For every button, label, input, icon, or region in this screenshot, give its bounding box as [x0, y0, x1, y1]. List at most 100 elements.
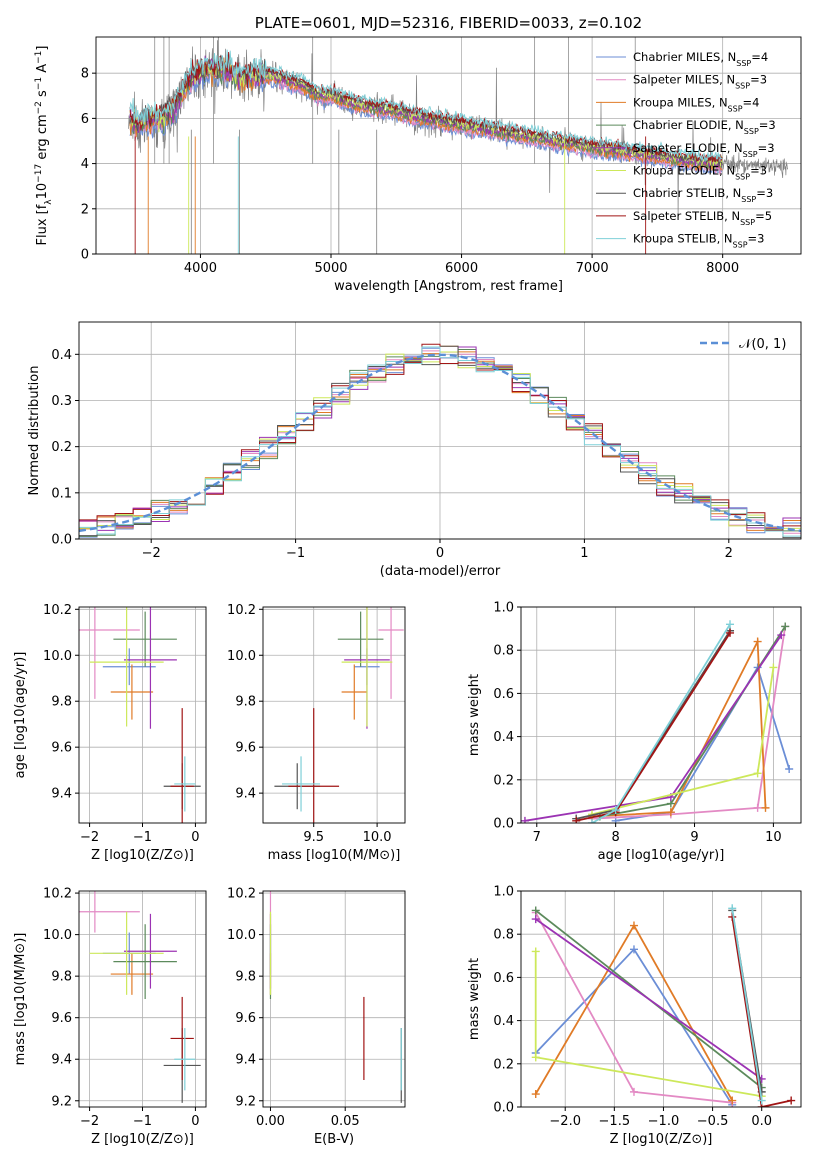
- normal-curve: [79, 353, 801, 533]
- y-axis-label: mass weight: [467, 674, 482, 756]
- plot-area: [79, 607, 201, 823]
- axes-frame: [95, 36, 802, 255]
- x-tick-label: 6000: [445, 261, 478, 276]
- x-tick-label: 10: [765, 830, 782, 845]
- y-axis-label-part: −1: [34, 77, 44, 90]
- legend-entry-kroupa_stelib: Kroupa STELIB, NSSP=3: [633, 232, 764, 250]
- legend-entry-chabrier_elodie: Chabrier ELODIE, NSSP=3: [633, 118, 776, 136]
- x-tick-label: 8000: [706, 261, 739, 276]
- y-tick-label: 9.8: [235, 970, 256, 985]
- x-tick-label: 0: [191, 1114, 199, 1129]
- x-tick-label: 8: [612, 830, 620, 845]
- x-tick-label: 0.00: [256, 1114, 285, 1129]
- legend-nssp: =4: [743, 95, 760, 109]
- y-tick-label: 0.2: [51, 440, 72, 455]
- weight-line-salpeter_elodie: [524, 634, 783, 822]
- weight-marker-salpeter_elodie: [521, 816, 529, 823]
- ticks: −2 −1 0 1 2 0.0 0.1 0.2 0.3 0.4: [51, 348, 733, 561]
- y-tick-label: 0.0: [493, 1101, 514, 1116]
- weight-marker-salpeter_miles: [753, 803, 762, 812]
- panel-age_vs_mass: 9.5 10.0 9.4 9.6 9.8 10.0 10.2 mass [log10(M/M⊙…: [227, 603, 406, 863]
- x-tick-label: −1: [286, 546, 305, 561]
- legend-nssp: =3: [758, 141, 775, 155]
- y-tick-label: 0.2: [493, 773, 514, 788]
- legend-name: Chabrier STELIB, N: [633, 186, 741, 200]
- axes-frame: [520, 606, 802, 824]
- y-tick-label: 9.2: [235, 1094, 256, 1109]
- weight-marker-kroupa_miles: [666, 808, 675, 817]
- legend-sub: SSP: [736, 59, 751, 68]
- y-tick-label: 0.0: [51, 533, 72, 548]
- x-tick-label: 0.0: [751, 1114, 772, 1129]
- y-tick-label: 9.6: [235, 741, 256, 756]
- model-spectrum-kroupa_stelib: [129, 49, 723, 162]
- legend-entry-normal: 𝒩(0, 1): [739, 337, 786, 352]
- weight-line-kroupa_stelib: [731, 908, 763, 1101]
- weight-marker-kroupa_miles: [761, 803, 770, 812]
- legend-name: Salpeter ELODIE, N: [633, 141, 743, 155]
- y-tick-label: 0.1: [51, 486, 72, 501]
- plot-area: [521, 620, 794, 823]
- legend-nssp: =4: [751, 50, 768, 64]
- legend-name: Kroupa MILES, N: [633, 95, 728, 109]
- legend-name: Chabrier MILES, N: [633, 50, 736, 64]
- x-tick-label: −1: [133, 1114, 152, 1129]
- legend-entry-salpeter_stelib: Salpeter STELIB, NSSP=5: [633, 209, 772, 227]
- weight-marker-kroupa_miles: [728, 1096, 737, 1105]
- y-tick-label: 0.4: [493, 1014, 514, 1029]
- x-axis-label: E(B-V): [314, 1132, 354, 1147]
- legend-entry-salpeter_miles: Salpeter MILES, NSSP=3: [633, 73, 767, 91]
- grid: [521, 606, 801, 824]
- panel-weight_vs_age: 7 8 9 10 0.0 0.2 0.4 0.6 0.8 1.0 age [log10(age/yr…: [467, 601, 802, 863]
- y-axis-label: mass weight: [467, 958, 482, 1040]
- x-tick-label: 2: [725, 546, 733, 561]
- y-axis-label-part: ]: [35, 46, 50, 51]
- legend-nssp: =5: [755, 209, 772, 223]
- weight-line-salpeter_stelib: [731, 916, 792, 1107]
- legend-sub: SSP: [733, 240, 748, 249]
- y-tick-label: 10.0: [227, 928, 256, 943]
- y-axis-label: Normed distribution: [27, 366, 42, 496]
- y-axis-label-part: λ: [44, 199, 54, 205]
- y-axis-label-part: 10: [35, 183, 50, 200]
- y-tick-label: 1.0: [493, 601, 514, 616]
- y-tick-label: 1.0: [493, 885, 514, 900]
- y-axis-label: Flux [fλ10−17 erg cm−2 s−1 A−1]: [34, 46, 54, 246]
- axes-frame: [78, 321, 802, 540]
- y-tick-label: 10.2: [227, 603, 256, 618]
- y-tick-label: 0.4: [51, 348, 72, 363]
- x-axis-label: Z [log10(Z/Z⊙)]: [91, 1132, 194, 1147]
- y-axis-label-part: −2: [34, 101, 44, 114]
- y-axis-label-part: A: [35, 64, 50, 77]
- y-tick-label: 10.2: [43, 887, 72, 902]
- grid: [79, 607, 206, 823]
- weight-marker-kroupa_elodie: [531, 947, 540, 956]
- y-axis-label: mass [log10(M/M⊙)]: [13, 933, 28, 1066]
- y-tick-label: 9.4: [51, 1053, 72, 1068]
- y-axis-label-part: erg cm: [35, 114, 50, 163]
- legend-nssp: =3: [750, 73, 767, 87]
- weight-line-kroupa_elodie: [591, 667, 775, 816]
- plot-area: [531, 904, 796, 1107]
- legend-sub: SSP: [741, 195, 756, 204]
- weight-marker-kroupa_stelib: [587, 819, 596, 823]
- model-spectrum-salpeter_stelib: [129, 51, 723, 163]
- weight-line-kroupa_stelib: [591, 623, 731, 823]
- x-tick-label: 7000: [576, 261, 609, 276]
- legend-name: Kroupa ELODIE, N: [633, 164, 735, 178]
- x-tick-label: −1.0: [648, 1114, 680, 1129]
- weight-marker-kroupa_elodie: [753, 769, 762, 778]
- plot-area: [79, 891, 201, 1103]
- y-tick-label: 2: [81, 202, 89, 217]
- x-tick-label: 7: [533, 830, 541, 845]
- y-tick-label: 9.6: [235, 1011, 256, 1026]
- plot-area: [128, 37, 789, 254]
- panel-mass_vs_ebv: 0.00 0.05 9.2 9.4 9.6 9.8 10.0 10.2 E(B-V): [227, 887, 406, 1147]
- plot-area: [269, 891, 402, 1103]
- grid: [263, 891, 405, 1107]
- weight-marker-kroupa_elodie: [531, 1053, 540, 1062]
- y-tick-label: 9.2: [51, 1094, 72, 1109]
- weight-line-salpeter_elodie: [535, 918, 763, 1080]
- legend-nssp: =3: [759, 118, 776, 132]
- legend-sub: SSP: [728, 104, 743, 113]
